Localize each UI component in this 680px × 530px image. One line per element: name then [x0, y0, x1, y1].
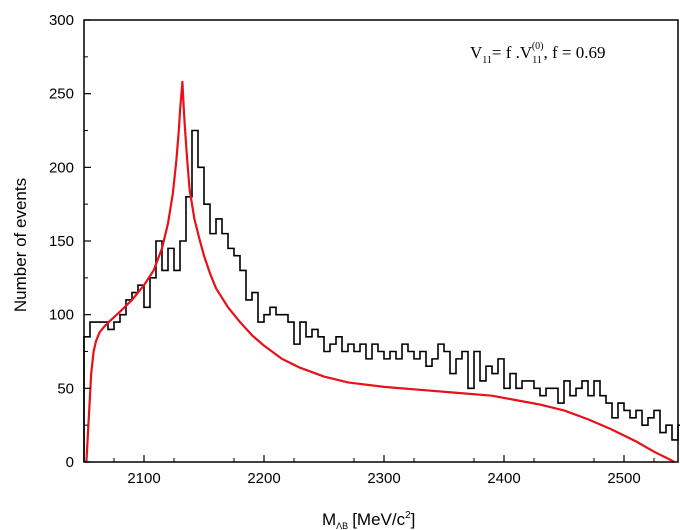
annotation-sub2: 11 [532, 55, 542, 66]
annotation-sub1: 11 [482, 55, 492, 66]
x-axis-title-unit-superscript: 2 [405, 510, 411, 521]
x-axis-title: MΛΒ [MeV/c2] [322, 510, 415, 530]
y-tick-label: 200 [49, 159, 74, 176]
annotation: V11= f .V11(0), f = 0.69 [470, 41, 606, 66]
fit-curve-series [85, 80, 675, 463]
y-tick-label: 100 [49, 307, 74, 324]
annotation-rest: , f = 0.69 [544, 43, 606, 62]
y-tick-label: 50 [57, 380, 74, 397]
x-axis-title-unit-end: ] [411, 510, 416, 529]
y-tick-label: 300 [49, 12, 74, 29]
x-tick-label: 2300 [367, 470, 400, 487]
x-tick-label: 2200 [247, 470, 280, 487]
y-tick-label: 250 [49, 86, 74, 103]
x-tick-label: 2100 [127, 470, 160, 487]
x-axis-title-subscript: ΛΒ [336, 521, 348, 530]
annotation-v1: V [470, 43, 483, 62]
annotation-eq: = f .V [492, 43, 533, 62]
x-axis-title-main: M [322, 510, 336, 529]
axis-ticks: 2100 2200 2300 2400 2500 0 50 100 150 200 250 300 [49, 12, 655, 487]
x-tick-label: 2400 [487, 470, 520, 487]
annotation-sup: (0) [532, 41, 544, 52]
histogram-series [83, 129, 680, 462]
chart-marks [83, 80, 680, 463]
x-axis-title-unit: [MeV/c [352, 510, 405, 529]
y-axis-title: Number of events [11, 178, 30, 312]
y-tick-label: 0 [66, 454, 74, 471]
y-tick-label: 150 [49, 233, 74, 250]
x-tick-label: 2500 [607, 470, 640, 487]
